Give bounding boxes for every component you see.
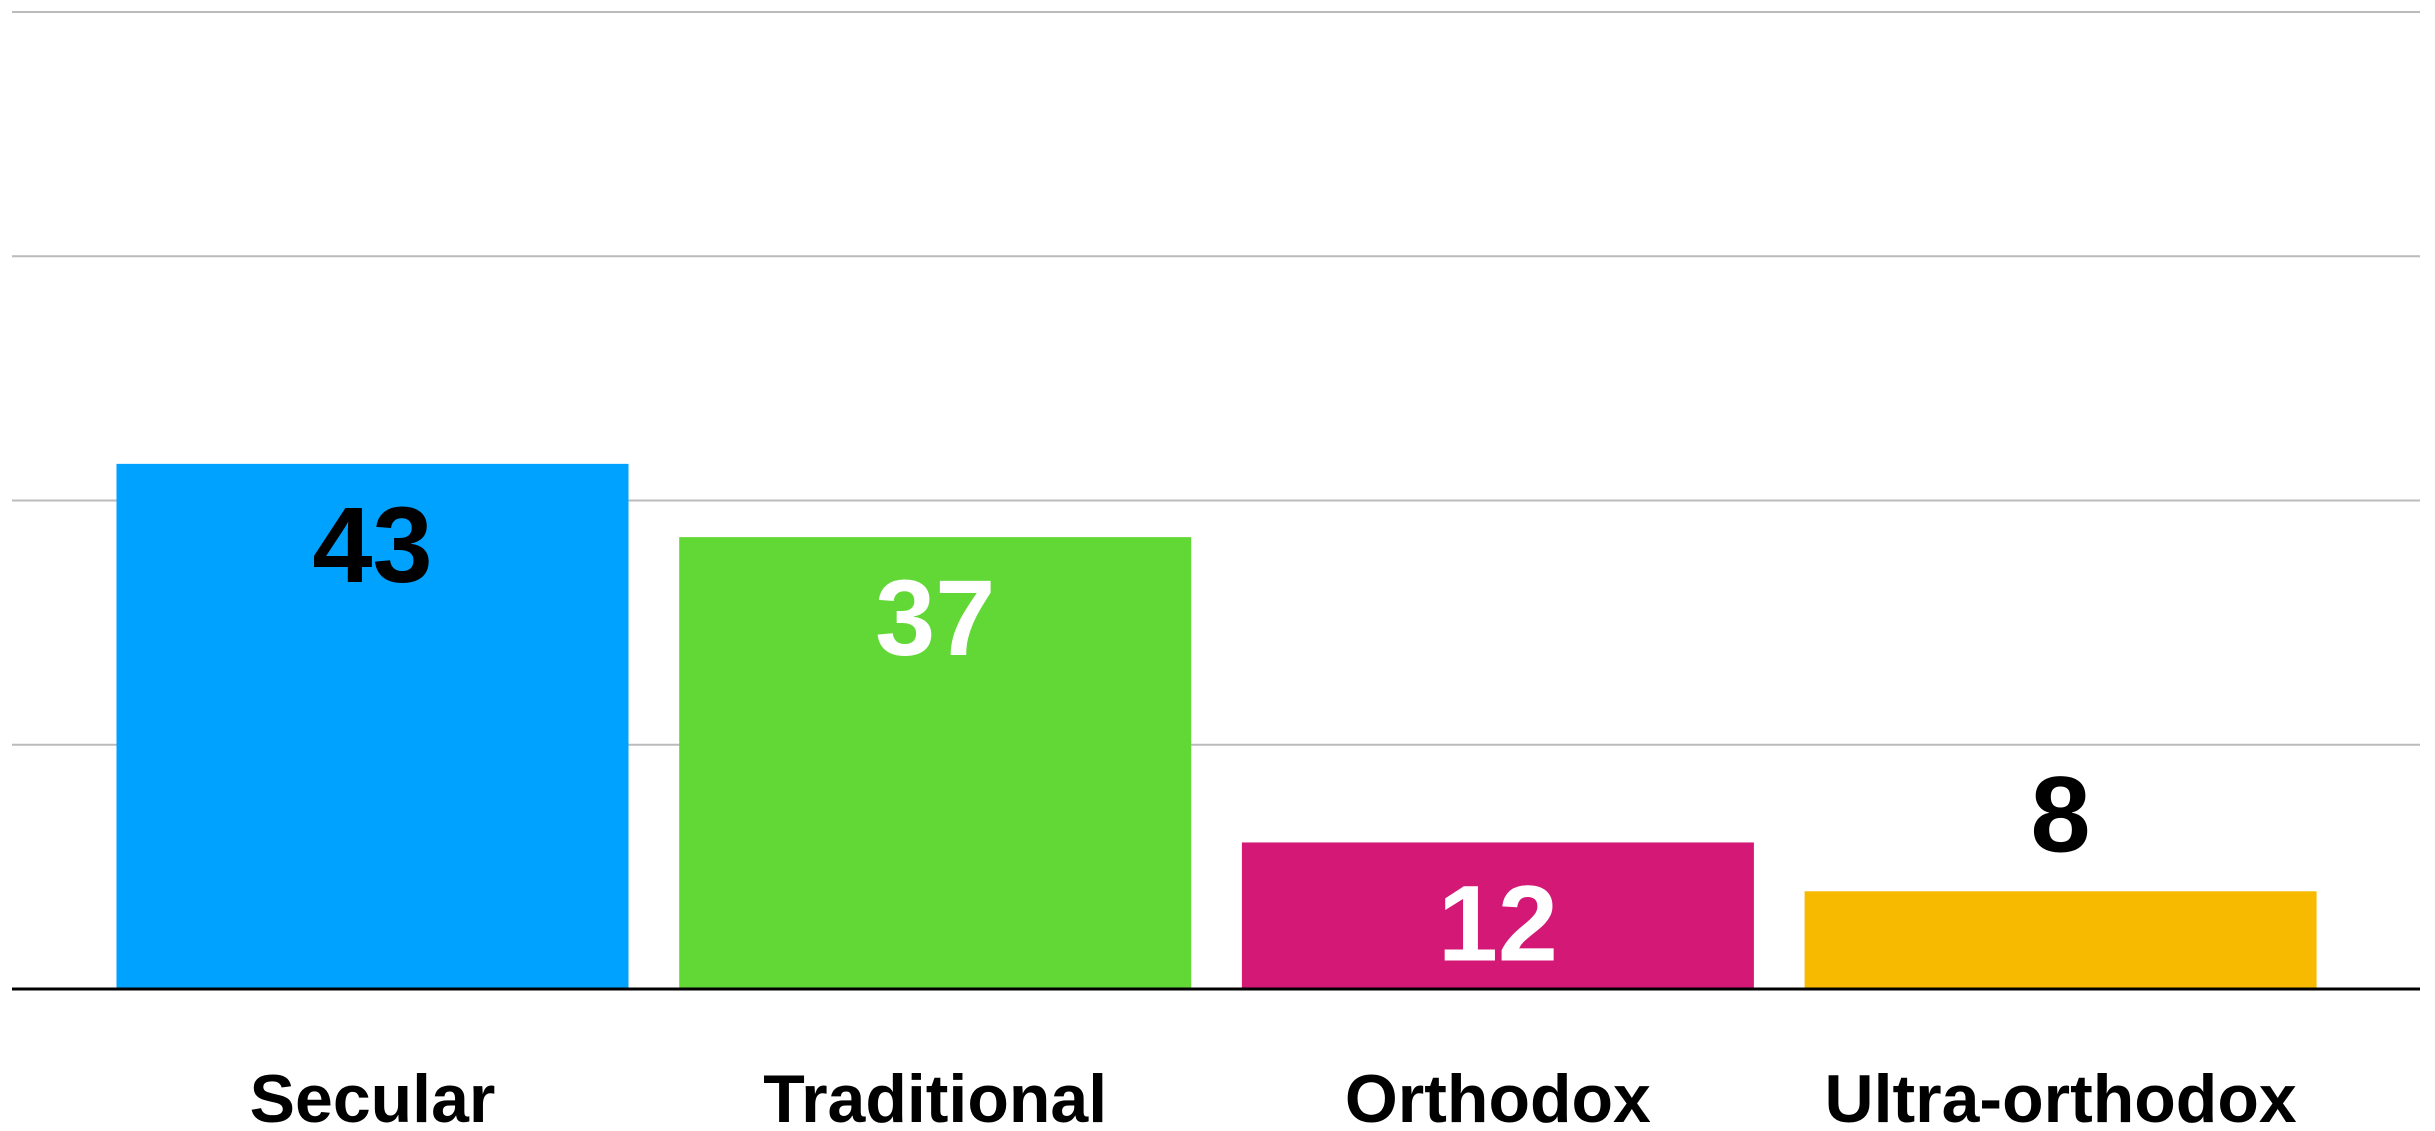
value-label: 37 <box>875 557 995 678</box>
x-tick-label: Orthodox <box>1345 1061 1651 1131</box>
value-label: 43 <box>312 484 432 605</box>
bar <box>1241 842 1754 989</box>
value-label: 8 <box>2031 753 2091 874</box>
x-tick-label: Ultra-orthodox <box>1825 1061 2297 1131</box>
bar <box>116 463 629 989</box>
bar <box>679 537 1192 989</box>
x-tick-label: Traditional <box>763 1061 1107 1131</box>
value-label: 12 <box>1438 862 1558 983</box>
bar <box>1804 891 2317 989</box>
x-tick-label: Secular <box>250 1061 496 1131</box>
